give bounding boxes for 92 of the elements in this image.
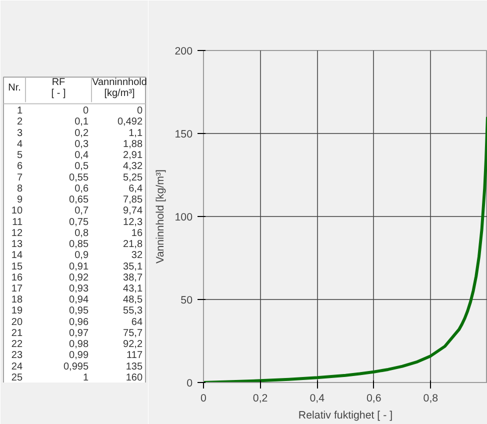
text: 0,2 [74, 128, 89, 139]
y-tick-label: 0 [186, 378, 193, 390]
text: 32 [131, 250, 143, 262]
text: 7,85 [123, 194, 143, 206]
text: 17 [11, 283, 23, 294]
text: 35,1 [123, 261, 143, 272]
text: 1,1 [128, 128, 143, 139]
text: 15 [11, 261, 23, 272]
text: 12 [11, 228, 23, 239]
text: 19 [11, 306, 23, 317]
text: 0,91 [69, 261, 89, 272]
text: 0,8 [74, 228, 89, 239]
text: 1 [82, 372, 89, 384]
text: 9,74 [123, 206, 143, 217]
x-tick-label: 0,8 [423, 392, 438, 404]
text: 38,7 [123, 272, 143, 284]
text: 21 [11, 328, 23, 339]
text: 0,9 [74, 250, 89, 262]
text: 48,5 [123, 294, 143, 306]
text: 7 [16, 172, 23, 184]
text: 24 [11, 361, 23, 372]
text: 5,25 [123, 172, 143, 184]
x-tick-label: 0,6 [366, 392, 382, 404]
text: 43,1 [123, 283, 143, 294]
text: 0,92 [69, 272, 89, 284]
text: Vanninnhold [92, 77, 147, 88]
text: 0,5 [74, 161, 89, 172]
text: 4,32 [123, 161, 143, 172]
text: 160 [126, 372, 143, 384]
text: 16 [11, 272, 23, 284]
text: 0 [136, 106, 143, 117]
text: 8 [16, 183, 23, 194]
text: 0,94 [69, 294, 89, 306]
text: 2,91 [123, 150, 143, 162]
text: 6,4 [128, 183, 143, 194]
text: 0,55 [69, 172, 89, 184]
text: 0,6 [74, 183, 89, 194]
text: 0,85 [69, 239, 89, 250]
text: 3 [16, 128, 23, 139]
text: 22 [11, 339, 23, 350]
text: 0,995 [63, 361, 89, 372]
text: 16 [131, 228, 143, 239]
text: 2 [16, 116, 23, 128]
text: 14 [11, 250, 23, 262]
text: 18 [11, 294, 23, 306]
y-tick-label: 100 [174, 212, 193, 224]
text: 0,7 [74, 206, 89, 217]
text: 0,93 [69, 283, 89, 294]
text: 23 [11, 350, 23, 362]
text: 10 [11, 206, 23, 217]
text: RF [52, 77, 66, 88]
text: 9 [16, 194, 23, 206]
text: 0,4 [74, 150, 89, 162]
y-axis-title: Vanninnhold [kg/m³] [154, 169, 167, 264]
text: 0,75 [69, 216, 89, 228]
text: 6 [16, 161, 23, 172]
text: 1,88 [123, 138, 143, 150]
text: 13 [11, 239, 23, 250]
x-tick-label: 0,4 [310, 392, 325, 404]
text: 11 [12, 216, 23, 228]
y-tick-label: 50 [180, 294, 193, 306]
x-tick-label: 0,2 [252, 392, 268, 404]
text: 64 [131, 316, 143, 328]
text: 117 [126, 350, 143, 362]
text: 0,65 [69, 194, 89, 206]
text: 75,7 [123, 328, 143, 339]
text: 20 [11, 316, 23, 328]
text: 135 [126, 361, 143, 372]
text: 0,3 [74, 138, 89, 150]
text: 0,492 [117, 116, 143, 128]
text: 1 [16, 106, 23, 117]
x-axis-title: Relativ fuktighet [ - ] [298, 410, 393, 422]
text: 25 [11, 372, 23, 384]
text: 0,1 [74, 116, 89, 128]
text: 5 [16, 150, 23, 162]
text: 0,97 [69, 328, 89, 339]
text: 12,3 [123, 216, 143, 228]
text: [kg/m³] [104, 88, 135, 100]
text: 0,96 [69, 316, 89, 328]
text: 55,3 [123, 306, 143, 317]
y-tick-label: 200 [174, 46, 193, 58]
text: 4 [16, 138, 23, 150]
text: 0,99 [69, 350, 89, 362]
x-tick-label: 0 [200, 392, 207, 404]
text: 0 [82, 106, 89, 117]
text: 21,8 [123, 239, 143, 250]
text: 92,2 [123, 339, 143, 350]
text: 0,95 [69, 306, 89, 317]
y-tick-label: 150 [174, 128, 193, 140]
text: 0,98 [69, 339, 89, 350]
text: [ - ] [51, 88, 66, 100]
text: Nr. [8, 82, 21, 94]
